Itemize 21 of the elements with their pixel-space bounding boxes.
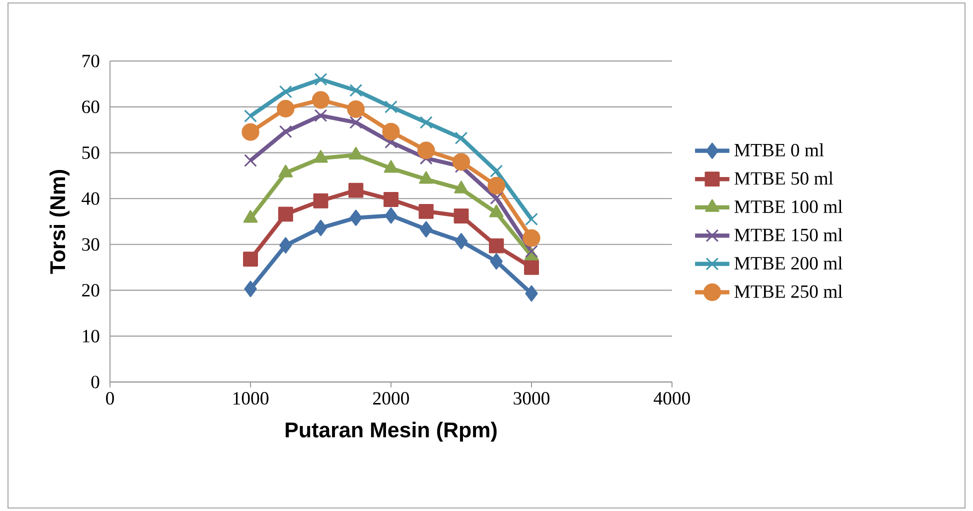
legend-label: MTBE 200 ml — [734, 256, 842, 270]
legend-label: MTBE 250 ml — [734, 284, 842, 298]
y-tick-label: 10 — [82, 330, 100, 342]
legend-label: MTBE 150 ml — [734, 228, 842, 242]
y-axis-title: Torsi (Nm) — [50, 170, 70, 274]
x-tick-label: 1000 — [233, 392, 268, 405]
y-tick-label: 60 — [82, 100, 100, 114]
y-tick-label: 50 — [82, 146, 100, 160]
y-tick-label: 70 — [82, 54, 100, 68]
legend-label: MTBE 100 ml — [734, 200, 842, 214]
x-tick-label: 3000 — [514, 392, 550, 405]
y-tick-label: 0 — [91, 376, 100, 388]
y-tick-label: 40 — [82, 192, 100, 205]
legend-label: MTBE 0 ml — [734, 143, 824, 156]
y-tick-label: 20 — [82, 284, 100, 297]
x-tick-label: 2000 — [373, 392, 409, 405]
x-axis-title: Putaran Mesin (Rpm) — [286, 422, 497, 442]
y-tick-label: 30 — [82, 238, 100, 251]
x-tick-label: 4000 — [654, 392, 690, 405]
x-tick-label: 0 — [106, 392, 114, 405]
legend-label: MTBE 50 ml — [734, 172, 834, 185]
